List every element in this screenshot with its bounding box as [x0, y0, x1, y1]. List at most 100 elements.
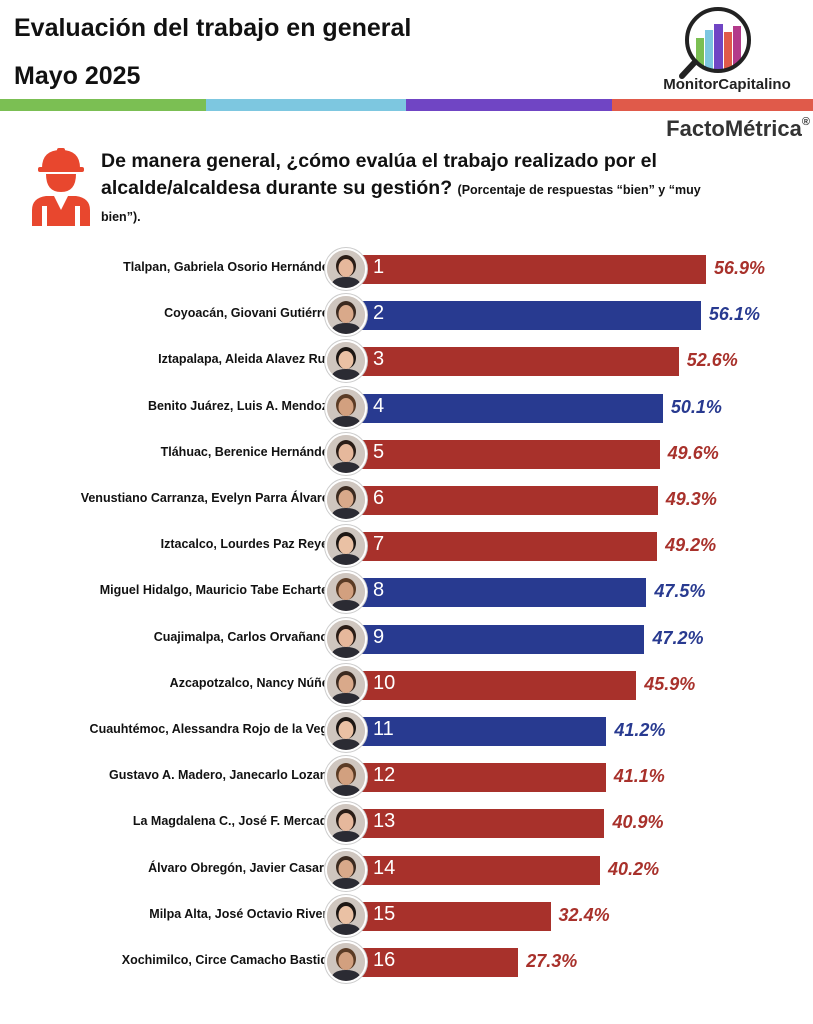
category-label: Tláhuac, Berenice Hernández — [160, 444, 335, 459]
rank-label: 16 — [373, 949, 396, 971]
avatar — [325, 663, 367, 706]
category-label: Iztapalapa, Aleida Alavez Ruiz — [158, 352, 335, 367]
avatar — [325, 525, 367, 568]
bar — [345, 670, 637, 700]
rank-label: 1 — [373, 256, 385, 278]
bar — [345, 255, 706, 284]
value-label: 47.5% — [654, 581, 706, 602]
rank-label: 9 — [373, 625, 385, 648]
rank-label: 7 — [373, 533, 385, 556]
category-label: Gustavo A. Madero, Janecarlo Lozano — [109, 768, 335, 783]
category-label: Venustiano Carranza, Evelyn Parra Álvare… — [80, 491, 335, 505]
rank-label: 14 — [373, 856, 396, 879]
avatar — [325, 756, 367, 799]
survey-question-text: De manera general, ¿cómo evalúa el traba… — [101, 150, 657, 199]
value-label: 49.3% — [665, 489, 717, 509]
chart-row: Xochimilco, Circe Camacho Bastida 16 27.3% — [0, 939, 813, 985]
chart-row: Venustiano Carranza, Evelyn Parra Álvare… — [0, 477, 813, 523]
avatar — [325, 710, 367, 752]
category-label: Álvaro Obregón, Javier Casarín — [148, 860, 335, 875]
avatar — [325, 571, 367, 614]
category-label: Cuauhtémoc, Alessandra Rojo de la Vega — [89, 722, 335, 736]
bar — [345, 301, 701, 331]
chart-row: Iztacalco, Lourdes Paz Reyes 7 49.2% — [0, 523, 813, 569]
chart-row: Milpa Alta, José Octavio Rivero 15 32.4% — [0, 893, 813, 939]
rank-label: 12 — [373, 764, 396, 787]
color-band-cyan — [206, 99, 406, 111]
registered-mark: ® — [801, 116, 810, 128]
bar — [345, 439, 660, 469]
category-label: Tlalpan, Gabriela Osorio Hernández — [123, 260, 335, 274]
bar — [345, 624, 645, 654]
chart-row: Azcapotzalco, Nancy Núñez 10 45.9% — [0, 662, 813, 708]
value-label: 27.3% — [526, 951, 578, 971]
chart-row: Coyoacán, Giovani Gutiérrez 2 56.1% — [0, 292, 813, 338]
bar — [345, 901, 551, 931]
value-label: 41.1% — [613, 766, 665, 787]
page-title: Evaluación del trabajo en general — [14, 14, 412, 42]
page-subtitle: Mayo 2025 — [14, 62, 141, 90]
survey-question: De manera general, ¿cómo evalúa el traba… — [101, 148, 721, 229]
rank-label: 4 — [373, 394, 385, 417]
value-label: 40.9% — [612, 812, 664, 833]
brand-factometrica: FactoMétrica® — [640, 116, 810, 142]
rank-label: 5 — [373, 440, 385, 463]
chart-row: La Magdalena C., José F. Mercado 13 40.9% — [0, 800, 813, 846]
value-label: 56.9% — [714, 258, 766, 278]
bar — [345, 717, 607, 746]
category-label: Coyoacán, Giovani Gutiérrez — [164, 306, 335, 321]
value-label: 47.2% — [652, 627, 704, 648]
chart-row: Álvaro Obregón, Javier Casarín 14 40.2% — [0, 847, 813, 893]
color-band-purple — [406, 99, 612, 111]
brand-monitorcapitalino: MonitorCapitalino — [663, 76, 791, 93]
category-label: Milpa Alta, José Octavio Rivero — [149, 906, 335, 921]
bar — [345, 347, 679, 377]
chart-row: Cuauhtémoc, Alessandra Rojo de la Vega 11… — [0, 708, 813, 754]
rank-label: 2 — [373, 302, 385, 325]
avatar — [325, 479, 367, 521]
survey-question-note: (Porcentaje de respuestas “bien” y “muy … — [101, 183, 701, 224]
rank-label: 6 — [373, 487, 385, 509]
category-label: La Magdalena C., José F. Mercado — [132, 814, 335, 829]
chart-row: Benito Juárez, Luis A. Mendoza 4 50.1% — [0, 385, 813, 431]
value-label: 50.1% — [670, 396, 722, 417]
avatar — [325, 894, 367, 937]
category-label: Benito Juárez, Luis A. Mendoza — [147, 398, 335, 413]
avatar — [325, 248, 367, 290]
rank-label: 15 — [373, 902, 396, 925]
category-label: Azcapotzalco, Nancy Núñez — [169, 675, 335, 690]
rank-label: 3 — [373, 348, 385, 371]
bar — [345, 486, 658, 515]
chart-row: Tláhuac, Berenice Hernández 5 49.6% — [0, 431, 813, 477]
category-label: Cuajimalpa, Carlos Orvañanos — [153, 629, 335, 644]
chart-row: Iztapalapa, Aleida Alavez Ruiz 3 52.6% — [0, 338, 813, 384]
avatar — [325, 432, 367, 475]
chart-row: Tlalpan, Gabriela Osorio Hernández 1 56.9% — [0, 246, 813, 292]
avatar — [325, 802, 367, 845]
worker-icon — [32, 148, 90, 226]
avatar — [325, 848, 367, 891]
value-label: 49.6% — [667, 442, 719, 463]
value-label: 49.2% — [665, 535, 717, 556]
color-band-coral — [612, 99, 813, 111]
chart-row: Gustavo A. Madero, Janecarlo Lozano 12 41.… — [0, 754, 813, 800]
avatar — [325, 617, 367, 660]
color-band-green — [0, 99, 206, 111]
rank-label: 11 — [373, 718, 394, 740]
rank-label: 10 — [373, 671, 396, 694]
bar — [345, 809, 605, 839]
value-label: 52.6% — [686, 350, 738, 371]
rank-label: 8 — [373, 579, 385, 602]
bar — [345, 948, 519, 977]
category-label: Iztacalco, Lourdes Paz Reyes — [160, 537, 335, 552]
avatar — [325, 386, 367, 429]
value-label: 32.4% — [558, 904, 610, 925]
value-label: 40.2% — [608, 858, 660, 879]
avatar — [325, 294, 367, 337]
bar — [345, 763, 606, 793]
brand-factometrica-name: FactoMétrica — [666, 116, 802, 141]
bar — [345, 532, 658, 562]
value-label: 41.2% — [614, 720, 666, 740]
bar — [345, 393, 663, 423]
avatar — [325, 340, 367, 383]
